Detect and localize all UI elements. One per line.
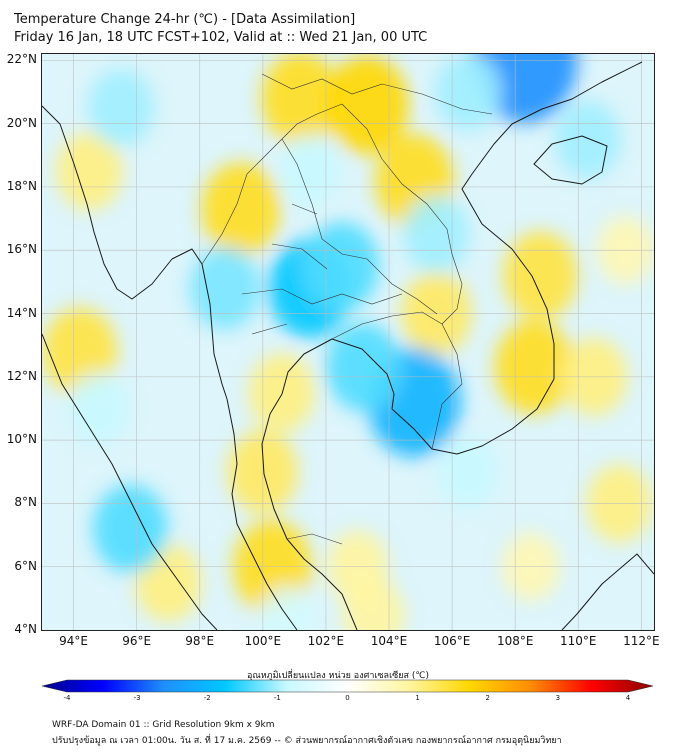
anomaly-region-31 <box>403 195 470 274</box>
lon-label: 108°E <box>496 634 534 648</box>
anomaly-region-1 <box>261 54 341 146</box>
coastline-hainan <box>533 135 608 185</box>
coastline-sumatra <box>42 333 218 630</box>
coastline-vietnam <box>391 61 643 455</box>
anomaly-region-11 <box>503 231 578 320</box>
anomaly-region-17 <box>342 577 405 630</box>
anomaly-region-8 <box>248 353 315 432</box>
anomaly-region-32 <box>279 134 341 208</box>
anomaly-region-5 <box>56 132 123 211</box>
chart-title: Temperature Change 24-hr (℃) - [Data Ass… <box>14 12 356 27</box>
lon-label: 94°E <box>59 634 88 648</box>
anomaly-region-2 <box>325 55 409 155</box>
lon-label: 112°E <box>623 634 660 648</box>
anomaly-region-25 <box>189 246 261 330</box>
admin-borders <box>201 73 493 545</box>
anomaly-region-0 <box>201 162 281 256</box>
lon-label: 110°E <box>560 634 597 648</box>
temperature-map <box>42 54 654 630</box>
lat-label: 4°N <box>14 622 37 636</box>
coastlines <box>42 61 654 630</box>
lon-label: 106°E <box>433 634 471 648</box>
colorbar <box>41 679 654 693</box>
colorbar-tick-label: -1 <box>273 694 281 702</box>
lat-label: 18°N <box>6 178 37 193</box>
colorbar-tick-label: 1 <box>415 694 420 702</box>
coastline-peninsula-west <box>226 398 298 630</box>
anomaly-region-33 <box>259 586 317 630</box>
map-panel <box>41 53 655 631</box>
lat-label: 14°N <box>6 305 37 320</box>
anomaly-region-24 <box>67 372 130 445</box>
coastline-borneo <box>561 553 654 630</box>
border-cambodia-vietnam <box>431 323 463 450</box>
border-china <box>261 73 493 115</box>
colorbar-tick-label: 0 <box>345 694 350 702</box>
coastline-myanmar-west <box>42 105 228 400</box>
lat-label: 16°N <box>6 242 37 257</box>
chart-subtitle: Friday 16 Jan, 18 UTC FCST+102, Valid at… <box>14 30 428 45</box>
border-thailand-cambodia <box>331 311 443 340</box>
border-thai-provinces <box>241 203 403 335</box>
colorbar-tick-label: 3 <box>555 694 561 702</box>
coastline-gulf-thailand <box>281 338 395 410</box>
anomaly-field <box>42 54 654 630</box>
border-laos-vietnam <box>341 103 463 325</box>
colorbar-tick-label: -2 <box>203 694 211 702</box>
lon-label: 100°E <box>244 634 282 648</box>
colorbar-bar <box>41 679 654 693</box>
colorbar-tick-label: -3 <box>133 694 141 702</box>
colorbar-tick-label: 4 <box>625 694 631 702</box>
anomaly-region-10 <box>494 320 574 415</box>
anomaly-region-29 <box>554 100 621 179</box>
map-gridlines <box>42 54 654 630</box>
footer-credit: ปรับปรุงข้อมูล ณ เวลา 01:00น. วัน ส. ที่… <box>52 736 562 746</box>
anomaly-region-30 <box>437 435 499 509</box>
lat-label: 20°N <box>6 115 37 130</box>
border-thailand-laos <box>281 138 438 315</box>
colorbar-tick-label: 2 <box>485 694 490 702</box>
footer-model-info: WRF-DA Domain 01 :: Grid Resolution 9km … <box>52 720 275 730</box>
coastline-peninsula-east <box>261 393 358 630</box>
lat-label: 8°N <box>14 495 37 510</box>
anomaly-region-27 <box>434 54 501 131</box>
lat-label: 22°N <box>6 52 37 67</box>
border-malaysia-thailand <box>286 533 343 545</box>
anomaly-region-28 <box>87 68 154 147</box>
lat-label: 10°N <box>6 432 37 447</box>
anomaly-region-22 <box>326 323 402 412</box>
colorbar-title: อุณหภูมิเปลี่ยนแปลง หน่วย องศาเซลเซียส (… <box>246 671 430 681</box>
anomaly-region-20 <box>304 221 380 311</box>
lon-label: 102°E <box>307 634 345 648</box>
lon-label: 98°E <box>185 634 215 648</box>
lon-label: 96°E <box>122 634 152 648</box>
lon-label: 104°E <box>370 634 408 648</box>
lat-label: 6°N <box>14 558 37 573</box>
anomaly-region-23 <box>92 484 168 573</box>
lat-label: 12°N <box>6 368 37 383</box>
colorbar-tick-label: -4 <box>63 694 71 702</box>
border-myanmar-thailand <box>201 103 343 265</box>
